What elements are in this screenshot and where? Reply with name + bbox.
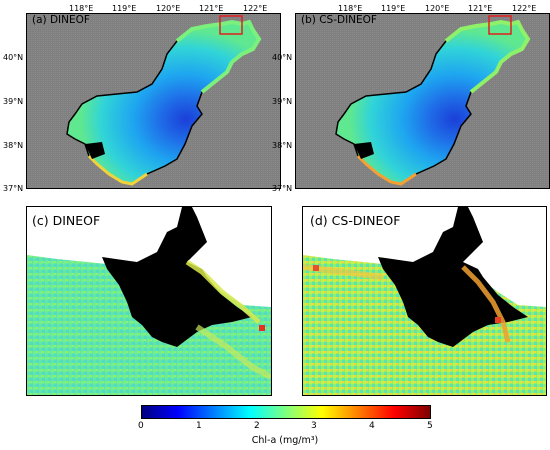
panel-b-label: (b) CS-DINEOF (301, 14, 377, 26)
lat-tick: 38°N (3, 141, 24, 150)
colorbar-tick: 3 (311, 421, 317, 431)
black-land-mask (85, 142, 105, 159)
lon-tick: 120°E (425, 4, 450, 13)
hot-pixel (313, 265, 319, 271)
zoom-d-svg (303, 207, 546, 395)
zoom-highlight-box (488, 15, 512, 35)
map-a-svg (27, 14, 280, 188)
coastal-band (444, 19, 531, 94)
coastal-highlight (185, 259, 261, 324)
panel-a-label: (a) DINEOF (32, 14, 90, 26)
zoom-c-svg (27, 207, 271, 395)
colorbar-label: Chl-a (mg/m³) (251, 435, 319, 446)
hot-pixel (495, 317, 501, 323)
hot-pixel (259, 325, 265, 331)
coastal-band (175, 19, 262, 94)
lat-tick: 39°N (272, 97, 293, 106)
lat-tick: 38°N (272, 141, 293, 150)
panel-c-label: (c) DINEOF (32, 213, 101, 228)
map-b-svg (296, 14, 549, 188)
coastal-highlight (461, 265, 511, 343)
map-panel-a (26, 13, 281, 189)
lon-tick: 119°E (381, 4, 406, 13)
colorbar-tick: 4 (369, 421, 375, 431)
southern-coast-band (87, 154, 148, 186)
lat-tick: 37°N (3, 184, 24, 193)
colorbar (141, 405, 431, 419)
lon-tick: 121°E (199, 4, 224, 13)
zoom-panel-c (26, 206, 272, 396)
colorbar-gradient (142, 406, 430, 418)
panel-d-label: (d) CS-DINEOF (310, 213, 401, 228)
colorbar-tick: 2 (254, 421, 260, 431)
southern-coast-band (356, 154, 417, 186)
coastal-highlight (195, 324, 271, 380)
lon-tick: 120°E (156, 4, 181, 13)
black-land-mask (354, 142, 374, 159)
colorbar-tick: 5 (427, 421, 433, 431)
lon-tick: 118°E (338, 4, 363, 13)
lon-tick: 122°E (512, 4, 537, 13)
map-panel-b (295, 13, 550, 189)
lat-tick: 39°N (3, 97, 24, 106)
colorbar-tick: 0 (138, 421, 144, 431)
zoom-highlight-box (219, 15, 243, 35)
land-mask (102, 207, 252, 347)
lon-tick: 118°E (69, 4, 94, 13)
lat-tick: 40°N (272, 53, 293, 62)
colorbar-tick: 1 (196, 421, 202, 431)
land-mask (378, 207, 528, 347)
zoom-panel-d (302, 206, 547, 396)
lon-tick: 122°E (243, 4, 268, 13)
lat-tick: 37°N (272, 184, 293, 193)
lat-tick: 40°N (3, 53, 24, 62)
lon-tick: 121°E (468, 4, 493, 13)
lon-tick: 119°E (112, 4, 137, 13)
